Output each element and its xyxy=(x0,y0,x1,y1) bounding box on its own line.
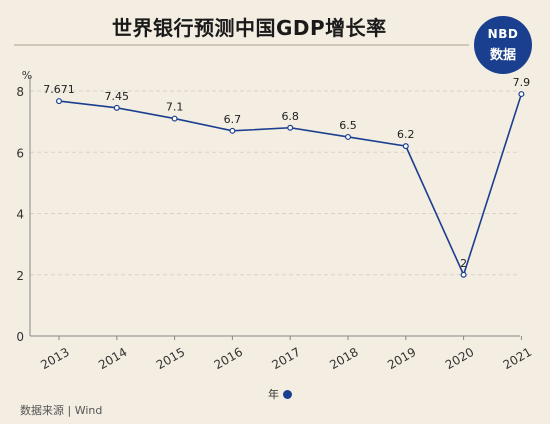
data-label: 6.2 xyxy=(397,128,415,141)
data-point xyxy=(345,133,352,140)
data-label: 2 xyxy=(460,257,467,270)
data-point xyxy=(518,91,525,98)
data-label: 7.45 xyxy=(105,90,130,103)
data-point xyxy=(287,124,294,131)
badge-bottom-text: 数据 xyxy=(489,48,516,63)
y-tick-label: 6 xyxy=(16,146,24,160)
title-divider xyxy=(14,44,469,46)
data-point xyxy=(55,98,62,105)
data-label: 7.9 xyxy=(513,76,531,89)
x-tick-label: 2020 xyxy=(443,345,476,372)
legend-marker xyxy=(283,390,292,399)
data-label: 6.7 xyxy=(224,113,242,126)
x-tick-label: 2018 xyxy=(327,345,360,372)
nbd-data-badge: NBD 数据 xyxy=(474,16,532,74)
data-point xyxy=(113,104,120,111)
data-point xyxy=(229,127,236,134)
x-tick-label: 2019 xyxy=(385,345,418,372)
y-tick-label: 0 xyxy=(16,330,24,344)
y-tick-label: 2 xyxy=(16,269,24,283)
data-point xyxy=(171,115,178,122)
x-tick-label: 2014 xyxy=(96,345,129,372)
data-label: 6.5 xyxy=(339,119,357,132)
y-axis-unit: % xyxy=(22,69,32,82)
x-tick-label: 2017 xyxy=(269,345,302,372)
x-tick-label: 2021 xyxy=(501,345,534,372)
x-tick-label: 2015 xyxy=(154,345,187,372)
x-tick-label: 2016 xyxy=(212,345,245,372)
legend-label: 年 xyxy=(268,388,279,401)
chart-title: 世界银行预测中国GDP增长率 xyxy=(112,16,387,40)
data-point xyxy=(460,271,467,278)
source-note: 数据来源 | Wind xyxy=(20,404,103,417)
legend: 年 xyxy=(268,386,292,402)
y-tick-label: 4 xyxy=(16,208,24,222)
data-label: 6.8 xyxy=(281,110,299,123)
title-bar: 世界银行预测中国GDP增长率 NBD 数据 xyxy=(0,0,550,74)
data-point xyxy=(402,143,409,150)
y-tick-label: 8 xyxy=(16,85,24,99)
data-label: 7.1 xyxy=(166,101,184,114)
badge-top-text: NBD xyxy=(487,27,519,41)
data-label: 7.671 xyxy=(43,83,75,96)
x-tick-label: 2013 xyxy=(38,345,71,372)
